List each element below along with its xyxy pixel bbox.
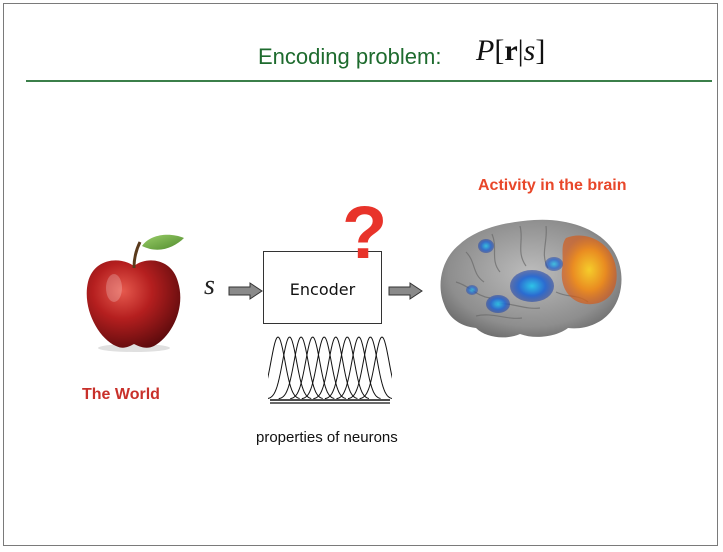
- tuning-curve: [268, 336, 300, 399]
- title-divider: [26, 80, 712, 82]
- stimulus-arrow-icon: [228, 282, 263, 300]
- title-row: Encoding problem: P[r|s]: [4, 32, 717, 82]
- tuning-curve: [290, 336, 335, 400]
- encoder-label: Encoder: [289, 280, 356, 299]
- stimulus-symbol: s: [204, 270, 215, 301]
- formula-right-bracket: ]: [535, 34, 546, 67]
- formula-bar: |: [517, 34, 524, 67]
- title-formula: P[r|s]: [476, 34, 545, 68]
- tuning-curve: [347, 336, 392, 400]
- brain-label: Activity in the brain: [478, 177, 627, 194]
- formula-p: P: [476, 34, 495, 67]
- world-label: The World: [82, 386, 160, 403]
- question-mark: ?: [342, 191, 388, 274]
- tuning-curve: [324, 336, 370, 400]
- formula-r: r: [504, 34, 518, 67]
- encoder-box: Encoder: [263, 251, 382, 324]
- tuning-curve: [278, 336, 323, 400]
- tuning-curve: [359, 336, 392, 400]
- tuning-curve: [336, 336, 381, 400]
- tuning-curve: [301, 336, 346, 400]
- formula-left-bracket: [: [494, 34, 505, 67]
- formula-s: s: [523, 34, 536, 67]
- page-title: Encoding problem:: [258, 44, 442, 69]
- tuning-curves-icon: [268, 336, 392, 404]
- apple-icon: [86, 234, 184, 352]
- slide: Encoding problem: P[r|s] The World s Enc…: [3, 3, 718, 546]
- brain-activity-icon: [440, 219, 622, 338]
- response-arrow-icon: [388, 282, 423, 300]
- neurons-label: properties of neurons: [256, 429, 398, 446]
- tuning-curve: [268, 336, 312, 399]
- tuning-curve: [313, 336, 358, 400]
